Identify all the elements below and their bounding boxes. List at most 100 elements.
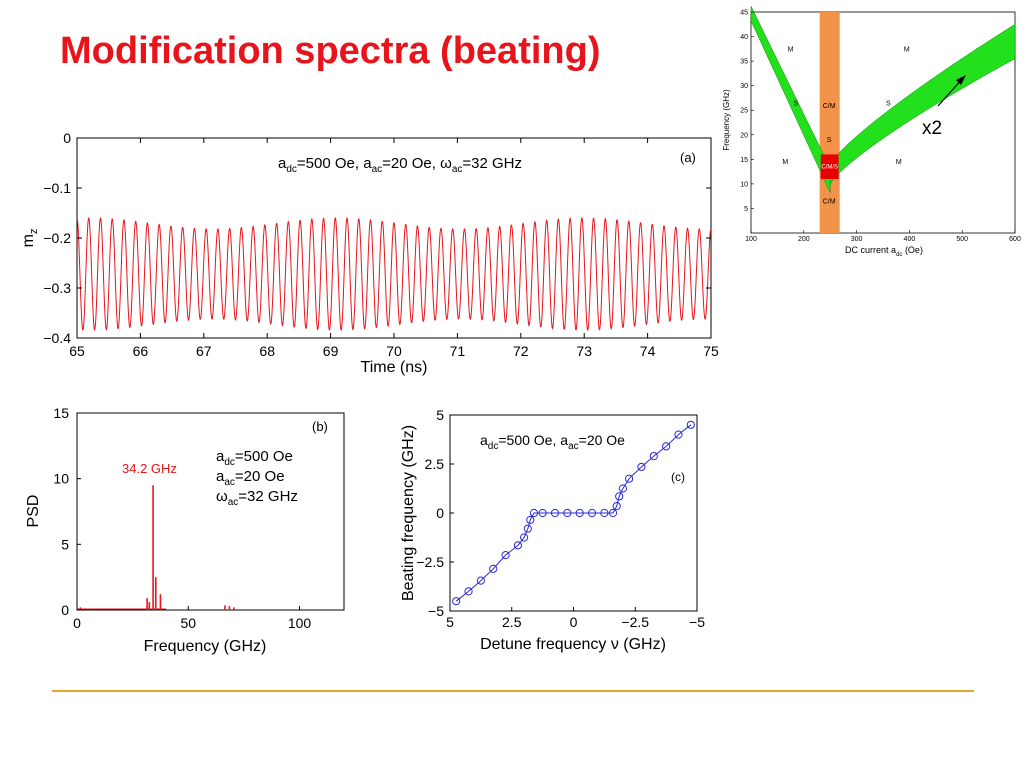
chart-c-point [600, 508, 609, 518]
chart-d-ytick-label: 10 [740, 181, 748, 188]
chart-d-ytick-label: 15 [740, 157, 748, 164]
chart-c-ytick-label: 5 [436, 407, 444, 423]
chart-c-point [587, 508, 597, 518]
chart-c-point [452, 597, 461, 606]
footer-rule [52, 690, 974, 692]
chart-d-ytick-label: 20 [740, 132, 748, 139]
chart-d-arrow-head [956, 75, 966, 85]
chart-d-region-label: S [827, 137, 832, 144]
chart-c-point [520, 533, 529, 542]
chart-b-panel-tag: (b) [312, 419, 328, 434]
chart-d-region-label: M [904, 46, 910, 53]
chart-c-point [550, 508, 560, 518]
chart-c-point [686, 420, 695, 429]
chart-d-xlabel: DC current adc (Oe) [845, 245, 923, 258]
chart-b-xlabel: Frequency (GHz) [144, 638, 267, 655]
chart-c-ytick-label: −5 [428, 603, 444, 619]
chart-a-xtick-label: 69 [323, 343, 339, 359]
chart-a-panel-tag: (a) [680, 150, 696, 165]
chart-c-point [523, 524, 532, 533]
chart-c-point [615, 492, 624, 501]
chart-b-plot-frame [76, 412, 345, 611]
chart-c-point [674, 430, 683, 439]
chart-c-beating: 5 2.5 0 −2.5 −552.50−2.5−5 adc=500 Oe, aac=2… [400, 407, 705, 653]
chart-c-panel-tag: (c) [671, 470, 685, 484]
chart-a-signal-line [76, 216, 712, 332]
chart-c-xtick-label: −2.5 [621, 614, 649, 630]
chart-d-red-region [820, 154, 839, 179]
chart-a-xtick-label: 68 [259, 343, 275, 359]
chart-d-xtick-label: 500 [956, 236, 968, 243]
chart-d-ytick-label: 35 [740, 59, 748, 66]
chart-c-ytick-label: −2.5 [416, 554, 444, 570]
chart-d-xtick-label: 200 [798, 236, 810, 243]
chart-a-ytick-label: 0 [63, 130, 71, 146]
slide-title: Modification spectra (beating) [60, 30, 601, 72]
chart-a-time-trace: 65 66 67 68 69 70 71 72 73 74 750−0.1−0.2−0.3−0.4 … [20, 130, 719, 376]
chart-a-xtick-label: 66 [133, 343, 149, 359]
chart-b-annotation: adc=500 Oe aac=20 Oe ωac=32 GHz [216, 448, 298, 508]
chart-c-series-line [455, 424, 692, 602]
chart-b-xtick-label: 50 [180, 615, 196, 631]
chart-d-ylabel: Frequency (GHz) [722, 89, 731, 151]
chart-c-point [624, 474, 634, 483]
chart-b-ytick-label: 15 [53, 405, 69, 421]
chart-c-xtick-label: 2.5 [502, 614, 522, 630]
chart-a-xtick-label: 74 [640, 343, 656, 359]
chart-c-annotation: adc=500 Oe, aac=20 Oe [480, 432, 625, 452]
chart-c-xtick-label: 5 [446, 614, 454, 630]
chart-d-green-band-right [829, 23, 1016, 185]
chart-d-region-label: S [886, 100, 891, 107]
chart-a-xtick-label: 73 [576, 343, 592, 359]
svg-text:adc=500 Oe: adc=500 Oe [216, 448, 293, 468]
chart-a-xtick-label: 67 [196, 343, 212, 359]
chart-c-point [618, 484, 627, 493]
chart-d-green-band-left [750, 5, 831, 193]
chart-d-region-label: M [782, 159, 788, 166]
chart-c-point [526, 515, 535, 524]
chart-c-point [489, 564, 498, 573]
chart-d-xtick-label: 300 [851, 236, 863, 243]
chart-b-ytick-label: 0 [61, 602, 69, 618]
chart-a-xtick-label: 75 [703, 343, 719, 359]
chart-a-ylabel: mz [20, 229, 40, 248]
chart-d-xtick-label: 600 [1009, 236, 1021, 243]
chart-d-phase-diagram: M M S S C/M S M M C/M C/M/S 100 200 300 400 500 600 5 10… [722, 5, 1021, 258]
chart-c-xtick-label: 0 [570, 614, 578, 630]
chart-c-point [662, 442, 671, 451]
chart-c-point [612, 502, 621, 511]
chart-b-ytick-label: 10 [53, 471, 69, 487]
chart-c-point [563, 508, 572, 518]
chart-a-xtick-label: 71 [450, 343, 466, 359]
chart-c-point [513, 541, 523, 550]
chart-d-ytick-label: 25 [740, 108, 748, 115]
chart-b-peak-label: 34.2 GHz [122, 461, 177, 476]
chart-a-xlabel: Time (ns) [361, 359, 428, 376]
chart-c-point [464, 587, 473, 596]
chart-d-ytick-label: 5 [744, 206, 748, 213]
chart-d-region-label: M [896, 159, 902, 166]
chart-a-xtick-label: 65 [69, 343, 85, 359]
chart-b-psd: 0 50 100 0 5 10 15 34.2 GHz (b) adc=500 Oe aac… [25, 405, 345, 655]
chart-c-point [529, 508, 539, 518]
chart-d-ytick-label: 40 [740, 34, 748, 41]
chart-d-region-label-cms: C/M/S [821, 165, 838, 171]
chart-c-ylabel: Beating frequency (GHz) [400, 425, 417, 601]
chart-c-ytick-label: 0 [436, 505, 444, 521]
chart-c-xtick-label: −5 [689, 614, 705, 630]
chart-c-point [649, 452, 658, 461]
chart-d-region-label: S [794, 100, 799, 107]
chart-a-plot-frame [76, 137, 712, 339]
chart-d-region-label: C/M [823, 103, 836, 110]
chart-c-xlabel: Detune frequency ν (GHz) [480, 636, 666, 653]
chart-d-arrow-label: x2 [922, 118, 942, 139]
chart-d-region-label: C/M [823, 199, 836, 206]
chart-a-ytick-label: −0.3 [43, 280, 71, 296]
chart-c-point [637, 462, 646, 472]
chart-a-xtick-label: 72 [513, 343, 529, 359]
chart-a-ytick-label: −0.4 [43, 330, 71, 346]
chart-d-xtick-label: 400 [904, 236, 916, 243]
chart-a-ytick-label: −0.1 [43, 180, 71, 196]
chart-c-point [501, 551, 510, 560]
chart-b-xtick-label: 0 [73, 615, 81, 631]
